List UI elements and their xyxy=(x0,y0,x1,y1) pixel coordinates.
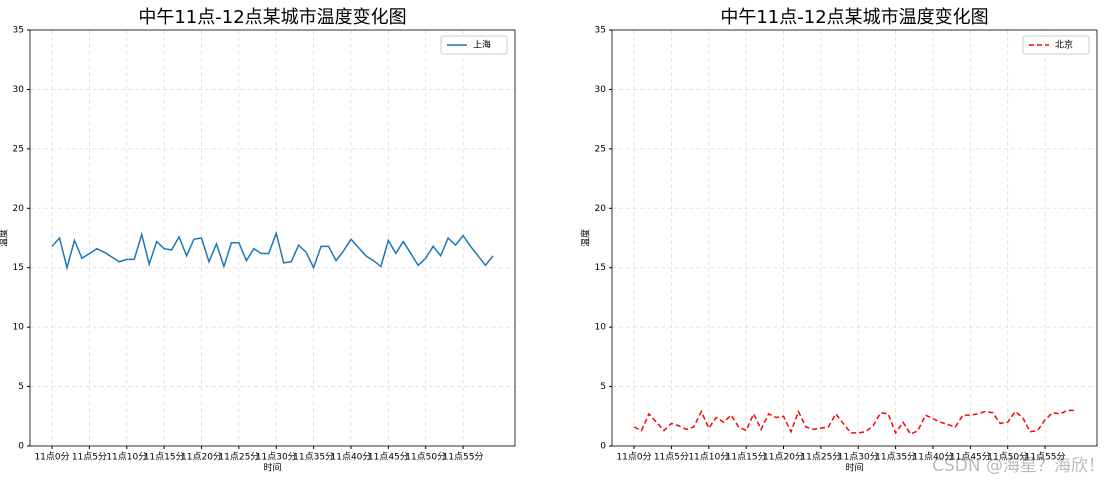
x-tick-label: 11点40分 xyxy=(331,452,372,463)
x-tick-label: 11点45分 xyxy=(368,452,409,463)
x-tick-label: 11点5分 xyxy=(654,452,689,463)
legend-box xyxy=(440,35,508,55)
watermark: CSDN @海星？海欣！ xyxy=(932,456,1105,476)
y-tick-label: 30 xyxy=(595,85,607,95)
x-tick-label: 11点50分 xyxy=(405,452,446,463)
x-tick-label: 11点35分 xyxy=(293,452,334,463)
y-axis-label: 温度 xyxy=(0,229,10,247)
plot-frame xyxy=(29,29,516,447)
y-tick-label: 0 xyxy=(18,442,24,452)
chart-title: 中午11点-12点某城市温度变化图 xyxy=(720,7,988,28)
x-tick-label: 11点55分 xyxy=(1025,452,1066,463)
x-axis-label: 时间 xyxy=(845,462,863,474)
x-tick-label: 11点0分 xyxy=(616,452,651,463)
x-tick-label: 11点15分 xyxy=(144,452,185,463)
legend-box xyxy=(1022,35,1090,55)
x-tick-label: 11点0分 xyxy=(34,452,69,463)
x-tick-label: 11点20分 xyxy=(763,452,804,463)
x-tick-label: 11点25分 xyxy=(218,452,259,463)
x-tick-label: 11点55分 xyxy=(443,452,484,463)
y-tick-label: 15 xyxy=(13,263,24,273)
x-tick-label: 11点10分 xyxy=(106,452,147,463)
x-tick-label: 11点50分 xyxy=(987,452,1028,463)
y-tick-label: 20 xyxy=(595,204,607,214)
x-tick-label: 11点45分 xyxy=(950,452,991,463)
x-tick-label: 11点25分 xyxy=(800,452,841,463)
y-tick-label: 25 xyxy=(595,144,606,154)
y-axis-label: 温度 xyxy=(580,229,592,247)
y-tick-label: 35 xyxy=(13,26,24,36)
y-tick-label: 25 xyxy=(13,144,24,154)
y-tick-label: 30 xyxy=(13,85,25,95)
y-tick-label: 5 xyxy=(600,382,606,392)
line xyxy=(633,409,1075,436)
x-tick-label: 11点40分 xyxy=(913,452,954,463)
x-tick-label: 11点5分 xyxy=(72,452,107,463)
y-tick-label: 20 xyxy=(13,204,25,214)
x-axis-label: 时间 xyxy=(263,462,281,474)
x-tick-label: 11点10分 xyxy=(688,452,729,463)
legend-label: 上海 xyxy=(473,39,491,51)
chart-title: 中午11点-12点某城市温度变化图 xyxy=(138,7,406,28)
plot-frame xyxy=(611,29,1098,447)
y-tick-label: 10 xyxy=(13,323,25,333)
y-tick-label: 5 xyxy=(18,382,24,392)
legend-label: 北京 xyxy=(1055,39,1073,51)
x-tick-label: 11点30分 xyxy=(256,452,297,463)
x-tick-label: 11点20分 xyxy=(181,452,222,463)
y-tick-label: 0 xyxy=(600,442,606,452)
y-tick-label: 10 xyxy=(595,323,607,333)
y-tick-label: 35 xyxy=(595,26,606,36)
line xyxy=(51,230,494,271)
x-tick-label: 11点30分 xyxy=(838,452,879,463)
x-tick-label: 11点35分 xyxy=(875,452,916,463)
x-tick-label: 11点15分 xyxy=(726,452,767,463)
y-tick-label: 15 xyxy=(595,263,606,273)
